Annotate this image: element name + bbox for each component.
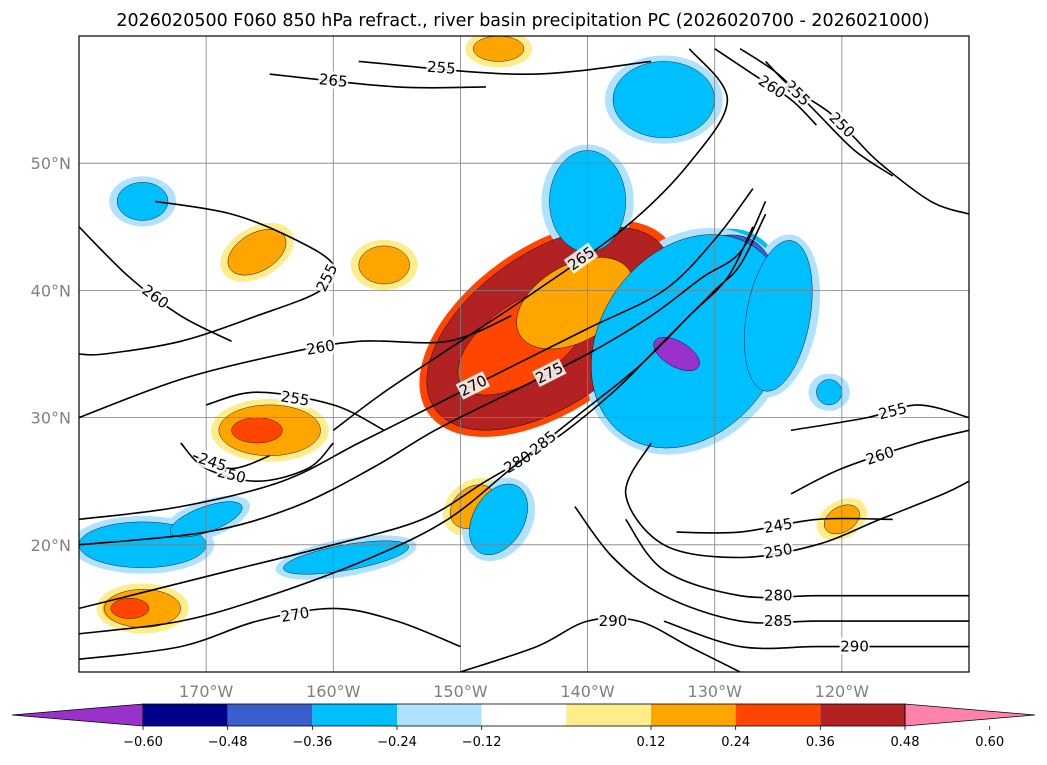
- colorbar-segment: [312, 704, 397, 726]
- colorbar-tick-label: −0.36: [292, 735, 332, 750]
- contour-line: [739, 48, 894, 177]
- colorbar-extend-low: [11, 703, 144, 727]
- contour-label: 270: [280, 604, 311, 626]
- colorbar-extend-high: [904, 703, 1036, 727]
- contour-line: [79, 188, 754, 521]
- colorbar-segment: [820, 704, 905, 726]
- contour-label: 260: [305, 336, 336, 358]
- contour-line: [269, 73, 486, 89]
- colorbar-tick-label: −0.24: [377, 735, 417, 750]
- contour-label-bg: [279, 387, 312, 409]
- contour-line: [574, 506, 969, 624]
- colorbar-tick-label: 0.48: [891, 735, 920, 750]
- shaded-region: [612, 61, 715, 138]
- colorbar-tick-label: −0.12: [462, 735, 502, 750]
- shaded-region: [816, 379, 843, 406]
- contour-label-bg: [762, 514, 795, 537]
- contour-label: 265: [318, 70, 348, 91]
- contour-label-bg: [763, 586, 794, 604]
- colorbar-tick-label: −0.48: [208, 735, 248, 750]
- colorbar-tick-label: 0.24: [721, 735, 750, 750]
- colorbar: −0.60 −0.48 −0.36 −0.24 −0.12 0.12 0.24 0.36 0.4…: [11, 703, 1036, 750]
- x-tick-label: 170°W: [179, 682, 234, 701]
- shaded-region: [227, 229, 287, 276]
- contour-label-bg: [138, 280, 173, 313]
- colorbar-segment: [566, 704, 651, 726]
- y-tick-label: 30°N: [31, 409, 71, 428]
- colorbar-segment: [481, 704, 567, 726]
- contour-label-bg: [531, 358, 567, 387]
- shaded-region: [469, 483, 528, 555]
- colorbar-tick-label: 0.60: [975, 735, 1004, 750]
- colorbar-tick-label: 0.12: [637, 735, 666, 750]
- contour-label-bg: [317, 70, 350, 90]
- contour-label: 255: [426, 58, 456, 78]
- map-frame: [78, 35, 970, 673]
- contour-label: 245: [763, 514, 794, 536]
- x-tick-label: 120°W: [815, 682, 870, 701]
- contour-label-bg: [500, 446, 535, 477]
- shaded-field: [79, 36, 868, 634]
- x-tick-label: 150°W: [433, 682, 488, 701]
- shaded-region: [231, 417, 283, 444]
- y-tick-labels: 20°N 30°N 40°N 50°N: [31, 154, 71, 555]
- contour-label-bg: [425, 57, 458, 77]
- shaded-region: [358, 245, 410, 285]
- colorbar-segment: [227, 704, 313, 726]
- contour-label-bg: [763, 612, 794, 630]
- contour-label-bg: [563, 242, 599, 274]
- contour-label: 285: [764, 612, 793, 630]
- contour-label: 290: [599, 612, 628, 630]
- contour-label-bg: [525, 426, 560, 459]
- contour-line: [663, 620, 969, 650]
- colorbar-segment: [143, 704, 228, 726]
- x-tick-label: 140°W: [560, 682, 615, 701]
- contour-label-bg: [195, 448, 230, 475]
- shaded-region: [472, 36, 525, 62]
- shaded-region: [110, 598, 150, 619]
- contour-label: 255: [280, 387, 311, 409]
- contour-label: 290: [840, 638, 869, 656]
- contour-label-bg: [862, 442, 897, 469]
- colorbar-tick-label: −0.60: [123, 735, 163, 750]
- contour-line: [79, 213, 767, 610]
- contour-label-bg: [781, 76, 815, 110]
- y-tick-label: 40°N: [31, 281, 71, 300]
- contour-label: 250: [763, 540, 794, 562]
- contour-label-bg: [875, 398, 910, 423]
- contour-line: [79, 226, 754, 635]
- colorbar-segment: [397, 704, 482, 726]
- colorbar-segment: [651, 704, 736, 726]
- contour-label-bg: [762, 539, 795, 562]
- chart-title: 2026020500 F060 850 hPa refract., river …: [116, 11, 929, 31]
- contour-line: [358, 60, 652, 76]
- contour-label-bg: [312, 260, 341, 295]
- contour-label-bg: [278, 603, 312, 626]
- y-tick-label: 20°N: [31, 536, 71, 555]
- contour-line: [79, 201, 767, 546]
- contour-label-bg: [455, 371, 491, 400]
- contour-label-bg: [304, 336, 337, 359]
- x-tick-label: 130°W: [688, 682, 743, 701]
- x-tick-labels: 170°W 160°W 150°W 140°W 130°W 120°W: [179, 682, 869, 701]
- colorbar-frame: [142, 703, 906, 727]
- shaded-region: [116, 182, 169, 221]
- contour-line: [180, 442, 334, 483]
- contour-label-bg: [825, 108, 859, 142]
- shaded-region: [653, 336, 700, 372]
- y-tick-label: 50°N: [31, 154, 71, 173]
- contour-label-bg: [598, 612, 628, 630]
- colorbar-tick-label: 0.36: [806, 735, 835, 750]
- x-tick-label: 160°W: [306, 682, 361, 701]
- contour-label: 280: [764, 587, 793, 605]
- colorbar-segment: [735, 704, 821, 726]
- shaded-region: [744, 240, 813, 392]
- contour-label-bg: [755, 71, 790, 102]
- contour-label-bg: [839, 637, 870, 655]
